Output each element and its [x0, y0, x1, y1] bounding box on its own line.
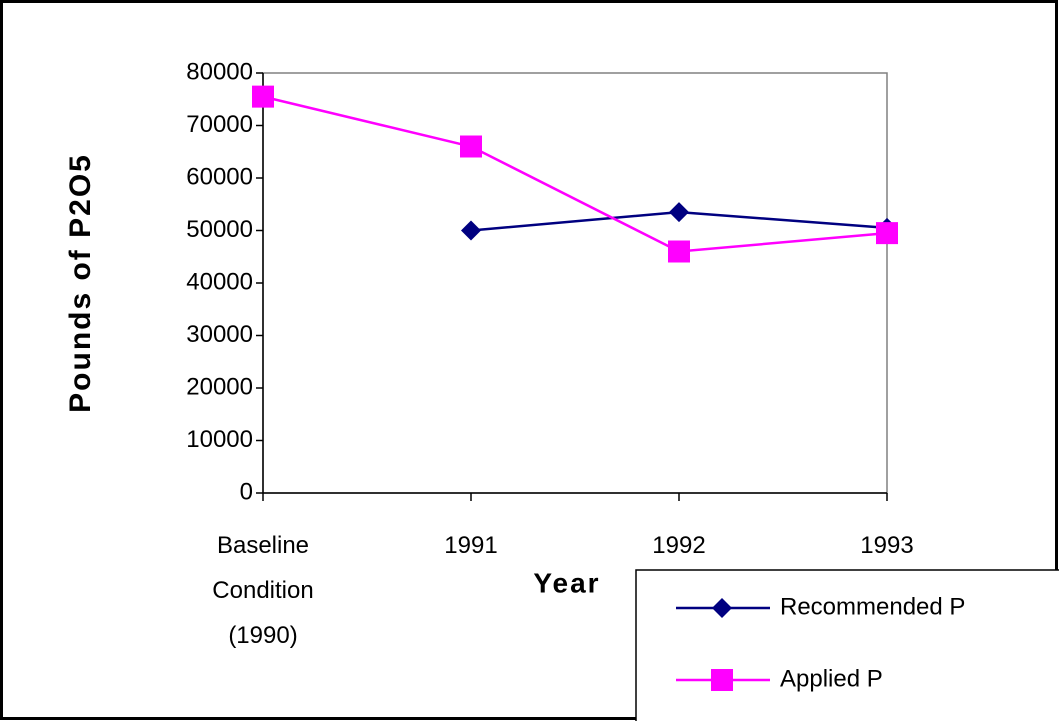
y-tick-label: 70000	[186, 111, 253, 138]
x-axis-title: Year	[533, 567, 600, 598]
x-tick-label: Baseline Condition (1990)	[212, 532, 314, 649]
y-tick-label: 10000	[186, 426, 253, 453]
marker	[711, 669, 733, 691]
y-axis-title: Pounds of P2O5	[64, 153, 97, 413]
marker	[460, 135, 482, 158]
legend	[635, 569, 1059, 721]
x-tick-label: 1992	[652, 532, 706, 559]
y-tick-label: 0	[240, 478, 253, 505]
marker	[461, 220, 481, 241]
marker	[712, 598, 732, 618]
legend-label: Recommended P	[780, 593, 965, 620]
x-tick-label: 1991	[444, 532, 498, 559]
marker	[252, 85, 274, 108]
y-tick-label: 40000	[186, 268, 253, 295]
x-tick-label: 1993	[860, 532, 914, 559]
y-tick-label: 20000	[186, 373, 253, 400]
marker	[669, 202, 689, 223]
marker	[876, 222, 898, 245]
y-tick-label: 50000	[186, 216, 253, 243]
y-tick-label: 60000	[186, 163, 253, 190]
series-line	[262, 95, 888, 253]
marker	[668, 240, 690, 263]
y-tick-label: 30000	[186, 321, 253, 348]
y-tick-label: 80000	[186, 58, 253, 85]
legend-label: Applied P	[780, 665, 883, 692]
